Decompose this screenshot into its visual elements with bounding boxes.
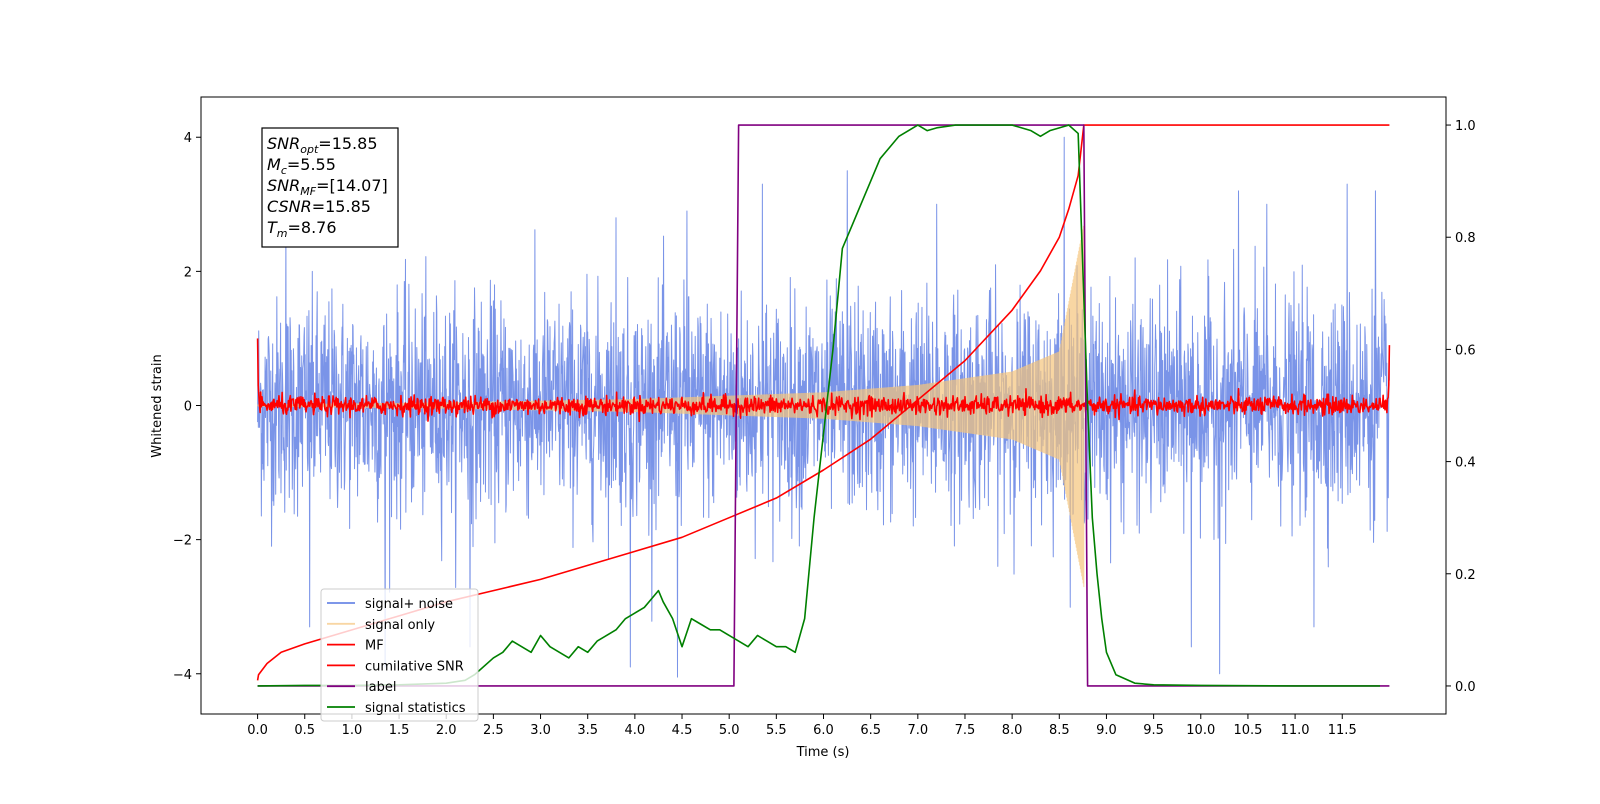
y2-tick-label: 1.0 [1455, 119, 1476, 134]
plot-area [256, 124, 1391, 687]
legend-entry-mf: MF [365, 639, 384, 654]
x-tick-label: 10.5 [1233, 723, 1262, 738]
x-tick-label: 6.5 [860, 723, 881, 738]
annotation-line: CSNR=15.85 [267, 197, 371, 216]
x-tick-label: 8.5 [1049, 723, 1070, 738]
legend-entry-signal-only: signal only [365, 618, 435, 633]
x-tick-label: 0.5 [294, 723, 315, 738]
x-tick-label: 7.5 [955, 723, 976, 738]
x-tick-label: 3.5 [577, 723, 598, 738]
y2-tick-label: 0.2 [1455, 568, 1476, 583]
legend-frame [320, 588, 479, 722]
x-tick-label: 4.0 [625, 723, 646, 738]
x-tick-label: 3.0 [530, 723, 551, 738]
x-tick-label: 1.5 [389, 723, 410, 738]
x-tick-label: 11.5 [1328, 723, 1357, 738]
legend-entry-signal-statistics: signal statistics [365, 701, 466, 716]
y-tick-label: −2 [173, 534, 192, 549]
y2-tick-label: 0.0 [1455, 680, 1476, 695]
legend-entry-cumilative-snr: cumilative SNR [365, 659, 464, 674]
x-tick-label: 5.0 [719, 723, 740, 738]
y-axis-label: Whitened strain [150, 354, 165, 457]
x-tick-label: 1.0 [342, 723, 363, 738]
axes: 0.0 0.5 1.0 1.5 2.0 2.5 3.0 3.5 4.0 4.5 5.0 5.5 6.0 6… [173, 119, 1476, 738]
annotation-box: SNRopt=15.85Mc=5.55SNRMF=[14.07]CSNR=15.… [261, 127, 399, 248]
y-tick-label: 0 [184, 400, 192, 415]
x-tick-label: 9.5 [1143, 723, 1164, 738]
x-tick-label: 5.5 [766, 723, 787, 738]
annotation-frame [261, 127, 399, 248]
legend: signal+ noise signal only MF cumilative SNR… [320, 588, 479, 722]
x-tick-label: 8.0 [1002, 723, 1023, 738]
annotation-line: SNRMF=[14.07] [267, 176, 388, 198]
series-label-line [257, 124, 1390, 687]
x-tick-label: 4.5 [672, 723, 693, 738]
y2-tick-label: 0.4 [1455, 456, 1476, 471]
x-tick-label: 2.5 [483, 723, 504, 738]
y-tick-label: −4 [173, 668, 192, 683]
x-tick-label: 2.0 [436, 723, 457, 738]
y2-tick-label: 0.8 [1455, 231, 1476, 246]
series-cumilative-snr-line [256, 124, 1390, 681]
x-tick-label: 11.0 [1281, 723, 1310, 738]
x-tick-label: 10.0 [1186, 723, 1215, 738]
y-tick-label: 2 [184, 265, 192, 280]
series-signal-statistics-line [257, 124, 1380, 687]
legend-entry-signal-noise: signal+ noise [365, 597, 453, 612]
x-axis-label: Time (s) [796, 745, 850, 760]
x-tick-label: 9.0 [1096, 723, 1117, 738]
annotation-line: Mc=5.55 [267, 155, 336, 177]
annotation-line: Tm=8.76 [267, 218, 337, 240]
x-tick-label: 0.0 [247, 723, 268, 738]
y-tick-label: 4 [184, 131, 192, 146]
y2-tick-label: 0.6 [1455, 343, 1476, 358]
x-tick-label: 7.0 [907, 723, 928, 738]
series-mf-line [256, 338, 1391, 423]
x-tick-label: 6.0 [813, 723, 834, 738]
legend-entry-label: label [365, 680, 396, 695]
annotation-line: SNRopt=15.85 [267, 134, 378, 156]
